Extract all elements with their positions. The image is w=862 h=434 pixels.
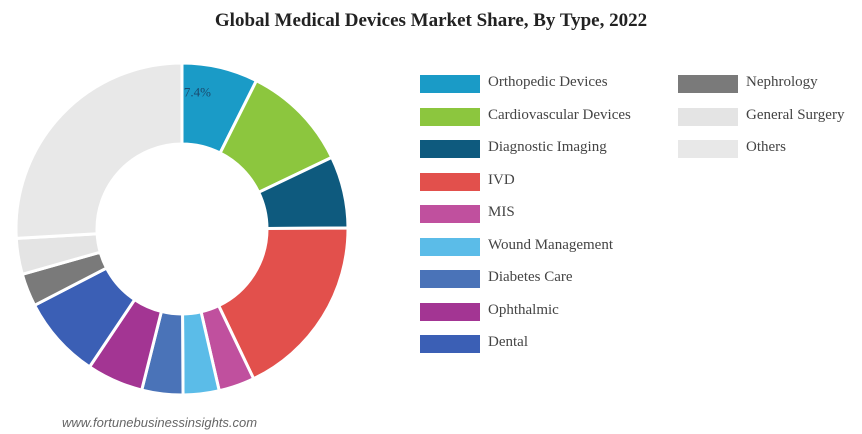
slice-label-orthopedic-devices: 7.4% [184, 84, 211, 99]
legend-swatch [420, 205, 480, 223]
legend-label: Others [746, 139, 786, 155]
legend-swatch [678, 107, 738, 126]
legend-swatch [420, 172, 480, 191]
legend-label: Orthopedic Devices [488, 74, 608, 90]
legend-swatch [420, 75, 480, 93]
legend-label: Diabetes Care [488, 269, 573, 285]
slice-ivd [216, 226, 350, 381]
legend-label: Dental [488, 334, 528, 350]
legend-label: Wound Management [488, 236, 614, 253]
legend-swatch [678, 140, 738, 158]
legend-label: Ophthalmic [488, 301, 559, 318]
legend-label: IVD [488, 171, 515, 188]
legend-swatch [420, 237, 480, 256]
slice-others [14, 61, 184, 240]
legend-label: General Surgery [746, 106, 845, 123]
legend-swatch [420, 302, 480, 321]
legend-swatch [420, 335, 480, 353]
legend-label: Cardiovascular Devices [488, 106, 631, 123]
source-text: www.fortunebusinessinsights.com [62, 415, 258, 430]
donut-chart: 7.4% [14, 61, 350, 397]
legend-swatch [420, 270, 480, 288]
chart-title: Global Medical Devices Market Share, By … [214, 10, 648, 31]
legend-label: MIS [488, 204, 515, 220]
legend-label: Diagnostic Imaging [488, 139, 607, 155]
legend-swatch [678, 75, 738, 93]
legend-swatch [420, 107, 480, 126]
legend-swatch [420, 140, 480, 158]
legend-label: Nephrology [746, 74, 818, 90]
